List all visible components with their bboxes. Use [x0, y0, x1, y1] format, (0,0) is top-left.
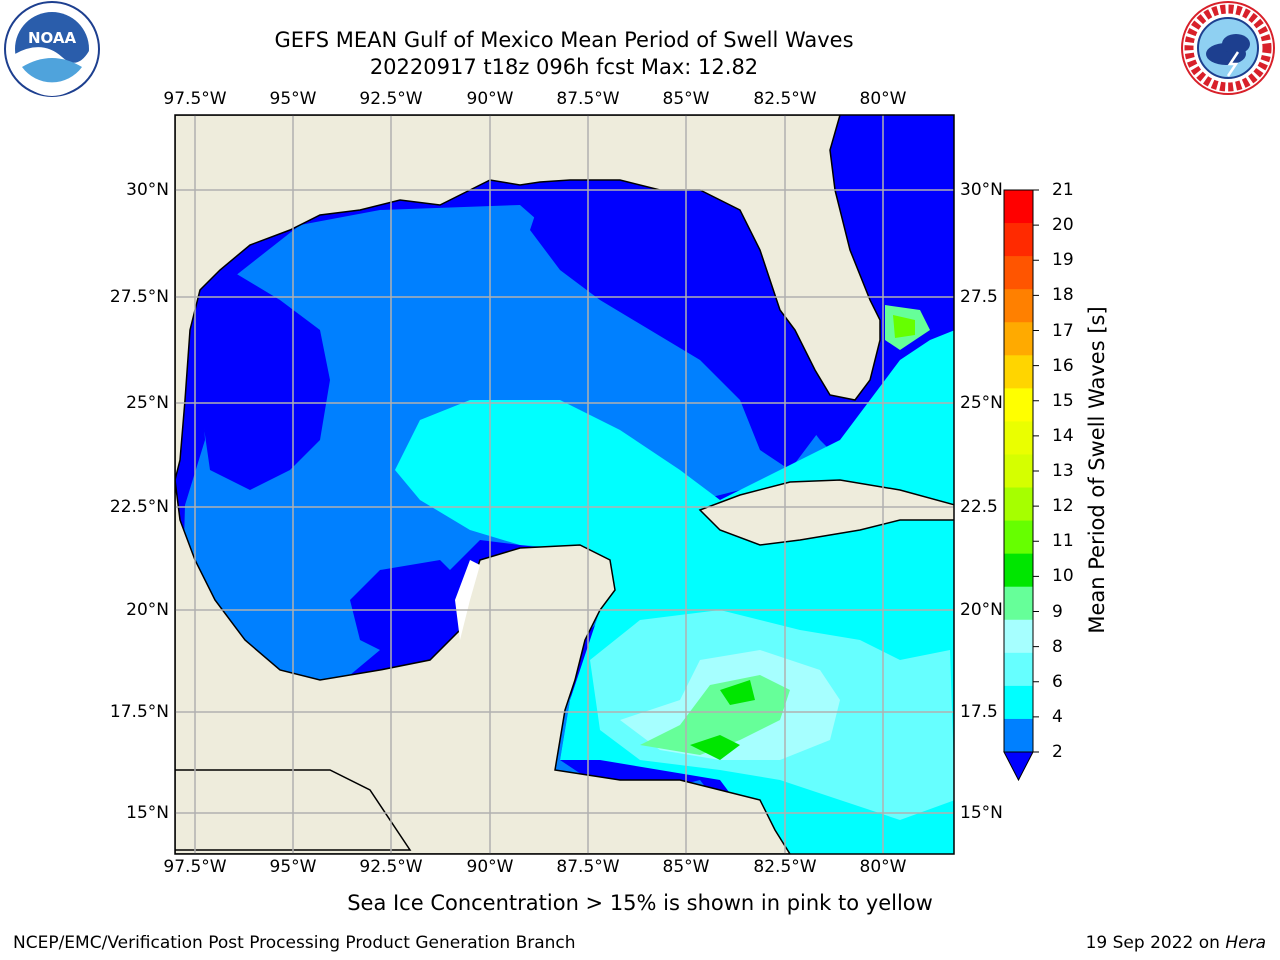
colorbar-tick-label: 8	[1052, 636, 1063, 657]
colorbar-tick-label: 20	[1052, 215, 1074, 236]
contour-below-2s-west	[200, 270, 330, 490]
footer-branch: NCEP/EMC/Verification Post Processing Pr…	[13, 933, 576, 953]
sea-ice-caption: Sea Ice Concentration > 15% is shown in …	[347, 891, 933, 915]
colorbar-swatch	[1004, 289, 1033, 323]
land-usa	[175, 115, 881, 481]
lat-tick-right: 30°N	[960, 180, 1003, 200]
lat-tick-left: 15°N	[126, 803, 169, 823]
colorbar-swatch	[1004, 487, 1033, 522]
colorbar-tick-label: 13	[1052, 461, 1074, 481]
colorbar-swatch	[1004, 256, 1033, 290]
land-mexico	[175, 479, 791, 854]
colorbar-label: Mean Period of Swell Waves [s]	[1085, 306, 1109, 634]
colorbar-tick-label: 10	[1052, 566, 1074, 587]
colorbar-swatch	[1004, 322, 1033, 356]
lon-tick-bottom: 97.5°W	[163, 857, 227, 877]
noaa-logo: NOAA	[4, 1, 100, 97]
colorbar-swatch	[1004, 421, 1033, 455]
chart-subtitle: 20220917 t18z 096h fcst Max: 12.82	[369, 55, 759, 79]
colorbar-swatch	[1004, 685, 1033, 720]
lon-tick-top: 87.5°W	[556, 89, 620, 109]
lat-tick-left: 27.5°N	[109, 287, 169, 307]
lon-tick-bottom: 85°W	[662, 857, 710, 877]
lat-tick-right: 15°N	[960, 803, 1003, 823]
land-cuba	[698, 479, 954, 546]
colorbar-tick-label: 18	[1052, 285, 1074, 306]
lat-tick-right: 22.5	[960, 497, 998, 517]
colorbar-swatch	[1004, 388, 1033, 422]
lat-tick-right: 27.5	[960, 287, 998, 307]
lon-tick-top: 92.5°W	[359, 89, 423, 109]
footer-date-text: 19 Sep 2022 on	[1085, 933, 1226, 953]
land-yucatan-white	[455, 560, 480, 640]
lat-tick-right: 20°N	[960, 600, 1003, 620]
lon-tick-bottom: 90°W	[466, 857, 514, 877]
lat-tick-left: 25°N	[126, 393, 169, 413]
colorbar-tick-label: 17	[1052, 320, 1074, 341]
colorbar-tick-label: 14	[1052, 425, 1074, 446]
land-bahamas	[940, 115, 954, 300]
colorbar-swatch	[1004, 520, 1033, 555]
lon-tick-bottom: 95°W	[269, 857, 317, 877]
colorbar-tick-label: 6	[1052, 671, 1063, 692]
colorbar-swatch	[1004, 223, 1033, 257]
lon-tick-top: 90°W	[466, 89, 514, 109]
lon-tick-bottom: 80°W	[859, 857, 907, 877]
svg-text:NOAA: NOAA	[28, 29, 77, 47]
colorbar-swatch	[1004, 586, 1033, 621]
colorbar-tick-label: 9	[1052, 601, 1063, 622]
map-panel	[174, 114, 955, 855]
lon-tick-top: 85°W	[662, 89, 710, 109]
lon-tick-top: 95°W	[269, 89, 317, 109]
lon-tick-top: 97.5°W	[163, 89, 227, 109]
colorbar-tick-label: 12	[1052, 496, 1074, 517]
colorbar-swatch	[1004, 619, 1033, 654]
lat-tick-left: 22.5°N	[109, 497, 169, 517]
colorbar-extend-arrow	[1003, 751, 1034, 782]
lon-tick-bottom: 87.5°W	[556, 857, 620, 877]
colorbar-swatch	[1004, 355, 1033, 389]
colorbar-tick-label: 19	[1052, 250, 1074, 271]
lon-tick-bottom: 92.5°W	[359, 857, 423, 877]
footer-host: Hera	[1225, 933, 1266, 953]
colorbar-tick-label: 2	[1052, 742, 1063, 762]
lon-tick-top: 82.5°W	[753, 89, 817, 109]
national-weather-service-logo	[1181, 1, 1275, 95]
colorbar-tick-label: 4	[1052, 706, 1063, 727]
colorbar-tick-label: 21	[1052, 180, 1074, 200]
colorbar-swatch	[1004, 553, 1033, 588]
colorbar-swatch	[1004, 652, 1033, 687]
lon-tick-bottom: 82.5°W	[753, 857, 817, 877]
contour-10-11s	[690, 680, 755, 760]
lat-tick-left: 17.5°N	[109, 702, 169, 722]
footer-date: 19 Sep 2022 on Hera	[1086, 933, 1266, 953]
lat-tick-left: 30°N	[126, 180, 169, 200]
colorbar-tick-label: 15	[1052, 390, 1074, 411]
lat-tick-left: 20°N	[126, 600, 169, 620]
lat-tick-right: 25°N	[960, 393, 1003, 413]
colorbar	[1003, 189, 1039, 782]
colorbar-swatch	[1004, 718, 1033, 753]
map-gridlines	[175, 115, 954, 854]
colorbar-swatch	[1004, 190, 1033, 224]
lat-tick-right: 17.5	[960, 702, 998, 722]
colorbar-tick-label: 16	[1052, 355, 1074, 376]
colorbar-swatch	[1004, 454, 1033, 489]
colorbar-tick-label: 11	[1052, 531, 1074, 552]
chart-title: GEFS MEAN Gulf of Mexico Mean Period of …	[274, 28, 854, 52]
lon-tick-top: 80°W	[859, 89, 907, 109]
